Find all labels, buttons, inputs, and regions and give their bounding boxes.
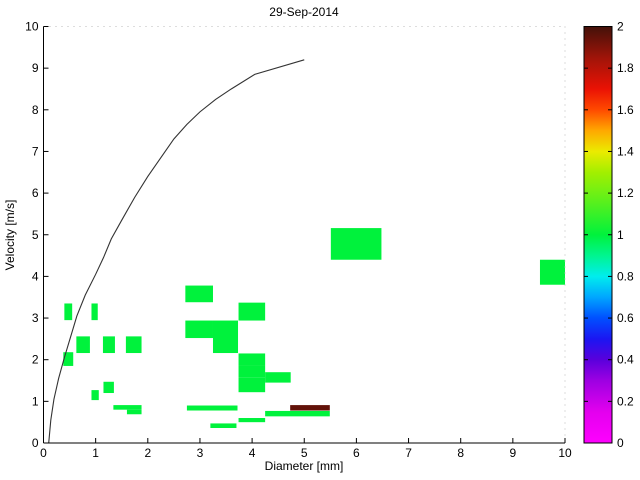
- y-tick-label: 7: [32, 144, 39, 158]
- heatmap-cell: [210, 423, 237, 429]
- colorbar-tick-label: 1.8: [617, 61, 634, 75]
- heatmap-cell: [113, 405, 142, 410]
- heatmap-cell: [63, 352, 74, 366]
- x-tick-label: 3: [197, 446, 204, 460]
- heatmap-cell: [125, 336, 142, 354]
- colorbar-tick-label: 1.2: [617, 186, 634, 200]
- heatmap-cell: [185, 320, 213, 339]
- heatmap-cell: [265, 410, 330, 417]
- y-tick-label: 0: [32, 436, 39, 450]
- heatmap-cell: [186, 405, 238, 411]
- x-tick-label: 1: [92, 446, 99, 460]
- colorbar-tick-label: 0: [617, 436, 624, 450]
- heatmap-cell: [103, 381, 114, 394]
- x-tick-label: 6: [353, 446, 360, 460]
- y-tick-label: 1: [32, 394, 39, 408]
- colorbar-tick-label: 1.4: [617, 144, 634, 158]
- x-axis-label: Diameter [mm]: [265, 459, 344, 473]
- heatmap-cell: [238, 365, 266, 378]
- colorbar-gradient: [583, 26, 613, 444]
- axes-layer: 0 1 2 3 4 5 6 7 8 9 10 0 1 2 3 4 5 6 7 8 9 10: [25, 20, 572, 461]
- x-tick-label: 10: [558, 446, 572, 460]
- x-tick-label: 0: [40, 446, 47, 460]
- heatmap-cell: [126, 409, 142, 415]
- x-tick-label: 9: [510, 446, 517, 460]
- heatmap-cell: [238, 418, 266, 423]
- heatmap-cell: [91, 303, 98, 321]
- y-tick-label: 2: [32, 353, 39, 367]
- heatmap-cell: [290, 405, 330, 411]
- colorbar-tick-label: 1: [617, 228, 624, 242]
- heatmap-cells-layer: [63, 228, 565, 429]
- x-tick-label: 8: [457, 446, 464, 460]
- y-tick-label: 10: [25, 20, 39, 34]
- y-axis-label: Velocity [m/s]: [3, 200, 17, 271]
- heatmap-cell: [539, 259, 565, 285]
- terminal-velocity-curve: [48, 59, 305, 444]
- heatmap-cell: [238, 377, 266, 393]
- y-tick-label: 3: [32, 311, 39, 325]
- x-tick-label: 5: [301, 446, 308, 460]
- x-tick-label: 7: [405, 446, 412, 460]
- heatmap-cell: [265, 372, 291, 383]
- colorbar-tick-label: 0.8: [617, 269, 634, 283]
- colorbar-tick-label: 2: [617, 20, 624, 34]
- colorbar-tick-label: 0.2: [617, 394, 634, 408]
- heatmap-cell: [238, 302, 266, 321]
- x-tick-label: 4: [249, 446, 256, 460]
- y-tick-label: 8: [32, 103, 39, 117]
- colorbar-tick-label: 1.6: [617, 103, 634, 117]
- heatmap-cell: [330, 228, 382, 260]
- heatmap-cell: [102, 336, 115, 354]
- colorbar: 0 0.2 0.4 0.6 0.8 1 1.2 1.4 1.6 1.8 2: [583, 20, 634, 450]
- y-tick-label: 9: [32, 61, 39, 75]
- heatmap-cell: [64, 303, 73, 321]
- colorbar-tick-label: 0.4: [617, 353, 634, 367]
- colorbar-tick-label: 0.6: [617, 311, 634, 325]
- heatmap-cell: [185, 285, 213, 303]
- heatmap-cell: [212, 320, 239, 354]
- y-tick-label: 6: [32, 186, 39, 200]
- heatmap-cell: [76, 336, 90, 354]
- y-tick-label: 4: [32, 269, 39, 283]
- x-tick-label: 2: [144, 446, 151, 460]
- plot-title: 29-Sep-2014: [269, 5, 339, 19]
- y-tick-label: 5: [32, 228, 39, 242]
- heatmap-cell: [238, 353, 266, 366]
- heatmap-cell: [91, 390, 99, 401]
